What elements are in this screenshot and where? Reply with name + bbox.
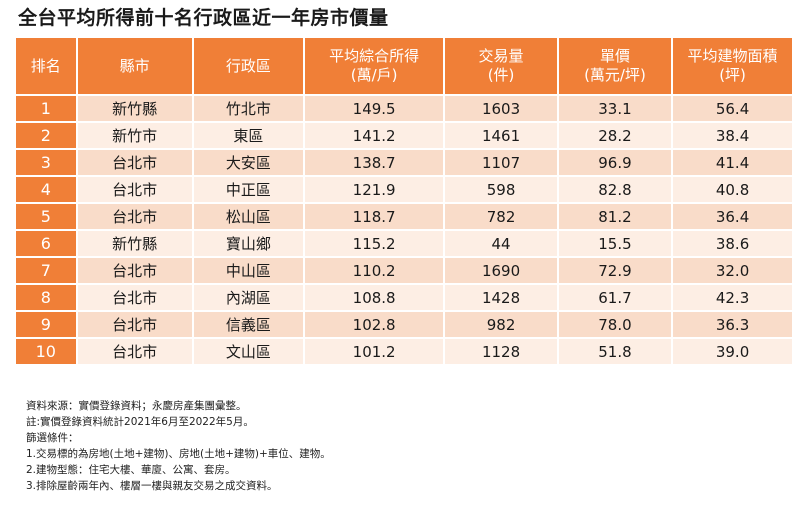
- table-row: 6 新竹縣 寶山鄉 115.2 44 15.5 38.6: [16, 229, 792, 256]
- volume-cell: 598: [445, 175, 559, 202]
- header-avg-area: 平均建物面積 (坪): [673, 38, 792, 94]
- table-row: 1 新竹縣 竹北市 149.5 1603 33.1 56.4: [16, 94, 792, 121]
- table-row: 10 台北市 文山區 101.2 1128 51.8 39.0: [16, 337, 792, 364]
- volume-cell: 1107: [445, 148, 559, 175]
- area-cell: 39.0: [673, 337, 792, 364]
- income-cell: 115.2: [305, 229, 446, 256]
- district-cell: 信義區: [193, 310, 305, 337]
- area-cell: 56.4: [673, 94, 792, 121]
- note-period: 註:實價登錄資料統計2021年6月至2022年5月。: [26, 416, 254, 428]
- county-cell: 台北市: [77, 175, 194, 202]
- volume-cell: 1461: [445, 121, 559, 148]
- rank-cell: 8: [16, 283, 78, 310]
- note-criteria-1: 1.交易標的為房地(土地+建物)、房地(土地+建物)+車位、建物。: [26, 448, 331, 460]
- volume-cell: 1128: [445, 337, 559, 364]
- header-unit-price: 單價 (萬元/坪): [558, 38, 674, 94]
- header-rank: 排名: [16, 38, 78, 94]
- district-cell: 文山區: [193, 337, 305, 364]
- table-row: 8 台北市 內湖區 108.8 1428 61.7 42.3: [16, 283, 792, 310]
- volume-cell: 1428: [445, 283, 559, 310]
- area-cell: 40.8: [673, 175, 792, 202]
- volume-cell: 782: [445, 202, 559, 229]
- volume-cell: 44: [445, 229, 559, 256]
- volume-cell: 1603: [445, 94, 559, 121]
- volume-cell: 1690: [445, 256, 559, 283]
- table-row: 9 台北市 信義區 102.8 982 78.0 36.3: [16, 310, 792, 337]
- price-cell: 15.5: [558, 229, 674, 256]
- income-cell: 101.2: [305, 337, 446, 364]
- county-cell: 台北市: [77, 283, 194, 310]
- header-volume: 交易量 (件): [445, 38, 559, 94]
- district-cell: 松山區: [193, 202, 305, 229]
- header-district: 行政區: [193, 38, 305, 94]
- price-cell: 82.8: [558, 175, 674, 202]
- county-cell: 台北市: [77, 256, 194, 283]
- note-criteria-2: 2.建物型態：住宅大樓、華廈、公寓、套房。: [26, 464, 236, 476]
- district-cell: 中正區: [193, 175, 305, 202]
- rank-cell: 1: [16, 94, 78, 121]
- income-cell: 141.2: [305, 121, 446, 148]
- note-criteria-title: 篩選條件：: [26, 432, 79, 444]
- income-cell: 138.7: [305, 148, 446, 175]
- note-criteria-3: 3.排除屋齡兩年內、樓層一樓與親友交易之成交資料。: [26, 480, 278, 492]
- header-county: 縣市: [77, 38, 194, 94]
- table-row: 5 台北市 松山區 118.7 782 81.2 36.4: [16, 202, 792, 229]
- area-cell: 36.4: [673, 202, 792, 229]
- rank-cell: 4: [16, 175, 78, 202]
- county-cell: 新竹縣: [77, 229, 194, 256]
- county-cell: 台北市: [77, 337, 194, 364]
- district-cell: 內湖區: [193, 283, 305, 310]
- header-avg-income: 平均綜合所得 (萬/戶): [305, 38, 446, 94]
- district-cell: 中山區: [193, 256, 305, 283]
- rank-cell: 10: [16, 337, 78, 364]
- price-cell: 28.2: [558, 121, 674, 148]
- area-cell: 41.4: [673, 148, 792, 175]
- county-cell: 台北市: [77, 148, 194, 175]
- table-header-row: 排名 縣市 行政區 平均綜合所得 (萬/戶) 交易量 (件) 單價 (萬元/坪) 平均…: [16, 38, 792, 94]
- area-cell: 42.3: [673, 283, 792, 310]
- table-row: 3 台北市 大安區 138.7 1107 96.9 41.4: [16, 148, 792, 175]
- rank-cell: 7: [16, 256, 78, 283]
- income-cell: 108.8: [305, 283, 446, 310]
- price-cell: 96.9: [558, 148, 674, 175]
- county-cell: 新竹市: [77, 121, 194, 148]
- county-cell: 台北市: [77, 310, 194, 337]
- area-cell: 32.0: [673, 256, 792, 283]
- rank-cell: 3: [16, 148, 78, 175]
- page-title: 全台平均所得前十名行政區近一年房市價量: [18, 7, 389, 29]
- income-cell: 118.7: [305, 202, 446, 229]
- note-source: 資料來源：實價登錄資料；永慶房產集團彙整。: [26, 400, 247, 412]
- county-cell: 台北市: [77, 202, 194, 229]
- price-cell: 78.0: [558, 310, 674, 337]
- volume-cell: 982: [445, 310, 559, 337]
- area-cell: 38.4: [673, 121, 792, 148]
- rank-cell: 2: [16, 121, 78, 148]
- income-cell: 102.8: [305, 310, 446, 337]
- income-cell: 149.5: [305, 94, 446, 121]
- area-cell: 36.3: [673, 310, 792, 337]
- table-row: 4 台北市 中正區 121.9 598 82.8 40.8: [16, 175, 792, 202]
- county-cell: 新竹縣: [77, 94, 194, 121]
- rank-cell: 5: [16, 202, 78, 229]
- district-cell: 東區: [193, 121, 305, 148]
- rank-cell: 6: [16, 229, 78, 256]
- price-cell: 72.9: [558, 256, 674, 283]
- table-row: 7 台北市 中山區 110.2 1690 72.9 32.0: [16, 256, 792, 283]
- table-row: 2 新竹市 東區 141.2 1461 28.2 38.4: [16, 121, 792, 148]
- price-cell: 33.1: [558, 94, 674, 121]
- price-cell: 81.2: [558, 202, 674, 229]
- area-cell: 38.6: [673, 229, 792, 256]
- income-cell: 110.2: [305, 256, 446, 283]
- district-cell: 大安區: [193, 148, 305, 175]
- rank-cell: 9: [16, 310, 78, 337]
- income-cell: 121.9: [305, 175, 446, 202]
- notes: 資料來源：實價登錄資料；永慶房產集團彙整。 註:實價登錄資料統計2021年6月至…: [26, 398, 331, 494]
- price-cell: 61.7: [558, 283, 674, 310]
- district-cell: 寶山鄉: [193, 229, 305, 256]
- price-volume-table: 排名 縣市 行政區 平均綜合所得 (萬/戶) 交易量 (件) 單價 (萬元/坪) 平均…: [16, 38, 792, 364]
- district-cell: 竹北市: [193, 94, 305, 121]
- price-cell: 51.8: [558, 337, 674, 364]
